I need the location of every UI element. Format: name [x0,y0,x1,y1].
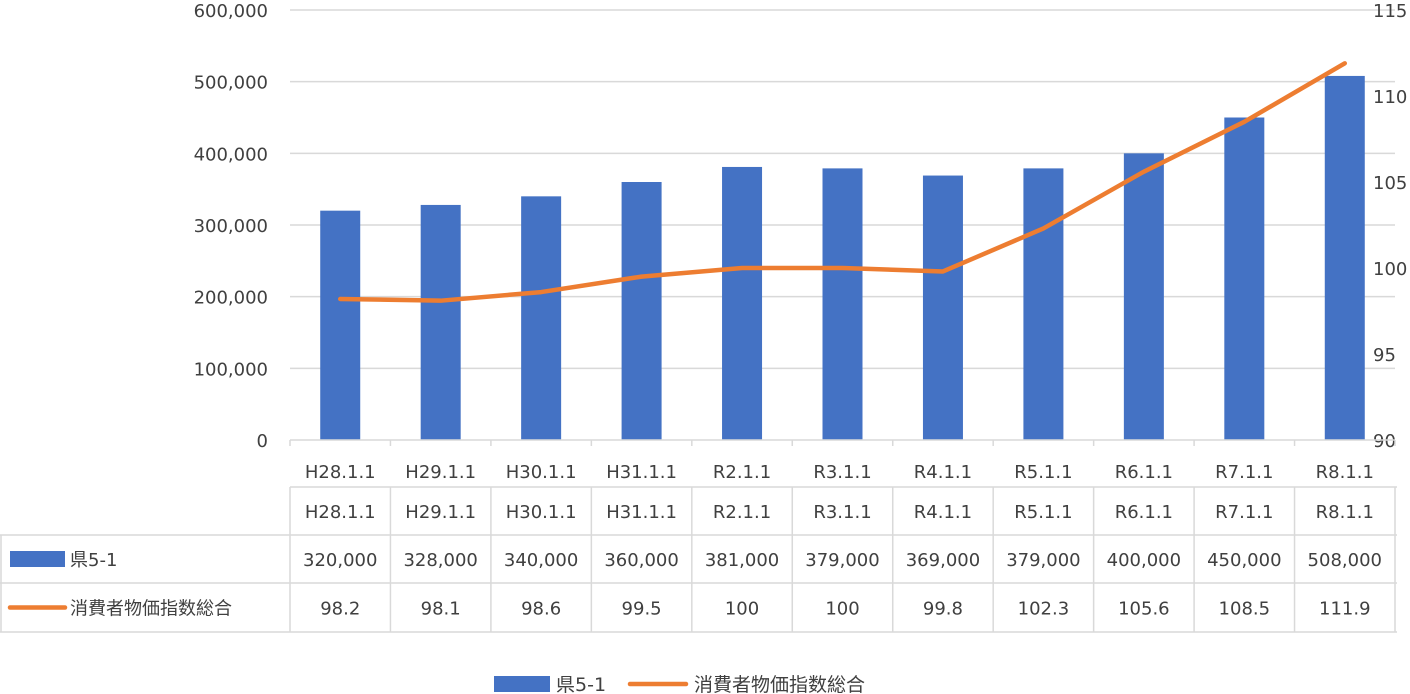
line-point [641,276,643,278]
table-value-cell: 400,000 [1107,550,1181,571]
table-value-cell: 508,000 [1308,550,1382,571]
table-value-cell: 102.3 [1018,599,1070,620]
table-header-cell: H31.1.1 [606,502,677,523]
table-value-cell: 100 [725,599,759,620]
right-tick-label: 95 [1373,345,1396,366]
table-value-cell: 98.1 [421,599,461,620]
table-value-cell: 111.9 [1319,599,1371,620]
line-point [942,270,944,272]
left-tick-label: 300,000 [194,216,268,237]
table-series-name: 消費者物価指数総合 [70,599,232,620]
line-point [540,291,542,293]
line-point [1143,171,1145,173]
table-header-cell: R3.1.1 [813,502,871,523]
x-tick-label: H29.1.1 [405,462,476,483]
table-value-cell: 320,000 [303,550,377,571]
table-header-cell: H28.1.1 [305,502,376,523]
left-tick-label: 100,000 [194,359,268,380]
right-tick-label: 115 [1373,1,1407,22]
left-tick-label: 500,000 [194,73,268,94]
bar [722,166,763,440]
right-tick-label: 110 [1373,87,1407,108]
line-point [1344,62,1346,64]
x-tick-label: R8.1.1 [1316,462,1374,483]
x-tick-label: R7.1.1 [1215,462,1273,483]
table-value-cell: 105.6 [1118,599,1170,620]
bar-series [320,75,1365,441]
table-value-cell: 99.5 [622,599,662,620]
table-swatch-bar [10,551,65,567]
right-tick-label: 90 [1373,431,1396,452]
left-tick-label: 0 [257,431,268,452]
table-value-cell: 381,000 [705,550,779,571]
left-tick-label: 200,000 [194,288,268,309]
x-tick-label: H31.1.1 [606,462,677,483]
table-value-cell: 379,000 [805,550,879,571]
table-value-cell: 360,000 [604,550,678,571]
legend-label: 消費者物価指数総合 [694,674,865,694]
table-header-cell: H30.1.1 [506,502,577,523]
right-tick-label: 105 [1373,173,1407,194]
table-value-cell: 98.2 [320,599,360,620]
line-series [337,61,1348,303]
bar [420,204,461,440]
table-value-cell: 340,000 [504,550,578,571]
x-tick-label: H30.1.1 [506,462,577,483]
x-tick-label: R2.1.1 [713,462,771,483]
table-header-cell: R4.1.1 [914,502,972,523]
table-value-cell: 369,000 [906,550,980,571]
table-header-cell: H29.1.1 [405,502,476,523]
data-table: H28.1.1 H29.1.1 H30.1.1 H31.1.1 R2.1.1 R3.1.1… [0,486,1397,633]
bar [521,196,562,440]
bar [1123,153,1164,441]
table-header-cell: R7.1.1 [1215,502,1273,523]
bar [621,182,662,440]
table-value-cell: 99.8 [923,599,963,620]
line-point [339,298,341,300]
line-point [741,267,743,269]
right-tick-label: 100 [1373,259,1407,280]
table-header-cell: R6.1.1 [1115,502,1173,523]
bar [320,210,361,440]
table-header-cell: R2.1.1 [713,502,771,523]
x-tick-label: R6.1.1 [1115,462,1173,483]
bar [1023,168,1064,440]
x-tick-label: R5.1.1 [1014,462,1072,483]
x-tick-label: R4.1.1 [914,462,972,483]
table-value-cell: 328,000 [403,550,477,571]
table-series-name: 県5-1 [70,550,117,571]
right-y-axis: 90 95 100 105 110 115 [1373,1,1407,452]
table-header-cell: R8.1.1 [1316,502,1374,523]
bar [1224,117,1265,440]
table-header-cell: R5.1.1 [1014,502,1072,523]
legend: 県5-1 消費者物価指数総合 [494,674,865,694]
line-point [1243,121,1245,123]
table-value-cell: 100 [825,599,859,620]
left-tick-label: 600,000 [194,1,268,22]
line-point [440,300,442,302]
legend-swatch-bar [494,676,550,692]
legend-label: 県5-1 [556,674,606,694]
x-tick-label: H28.1.1 [305,462,376,483]
line-point [842,267,843,269]
x-axis: H28.1.1 H29.1.1 H30.1.1 H31.1.1 R2.1.1 R3.1.1… [289,439,1396,483]
bar [922,175,963,441]
left-y-axis: 0 100,000 200,000 300,000 400,000 500,000 600,… [194,1,268,452]
table-value-cell: 379,000 [1006,550,1080,571]
left-tick-label: 400,000 [194,144,268,165]
bar [822,168,863,440]
line-point [1042,227,1044,229]
table-value-cell: 450,000 [1207,550,1281,571]
table-value-cell: 108.5 [1219,599,1271,620]
x-tick-label: R3.1.1 [813,462,871,483]
table-value-cell: 98.6 [521,599,561,620]
bar [1324,75,1365,440]
